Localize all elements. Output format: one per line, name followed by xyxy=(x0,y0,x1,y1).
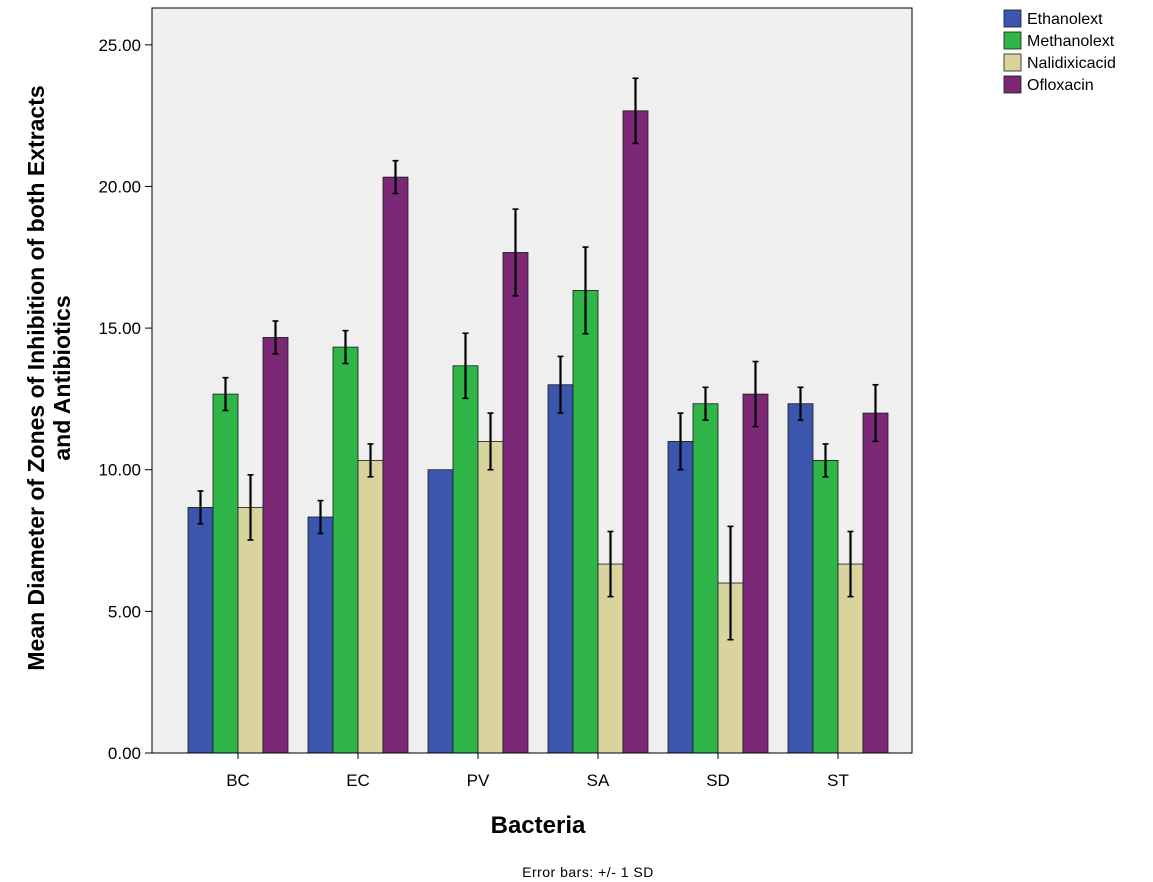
bar-PV-Ofloxacin xyxy=(502,252,529,754)
bar-SD-Ethanolext xyxy=(667,441,694,754)
bar-EC-Nalidixicacid xyxy=(357,459,384,754)
x-tick-label-PV: PV xyxy=(467,771,490,790)
bar-SA-Methanolext xyxy=(572,290,599,754)
y-tick-label-25.00: 25.00 xyxy=(98,36,141,55)
legend: Ethanolext Methanolext Nalidixicacid Ofloxa… xyxy=(1003,9,1116,94)
bar-ST-Ofloxacin xyxy=(862,412,889,754)
legend-swatch-Nalidixicacid xyxy=(1003,53,1022,72)
bar-PV-Ethanolext xyxy=(427,469,454,754)
axes-layer: BC EC PV SA SD ST 0.00 5.00 10.00 15.00 20.00 25.00 xyxy=(98,36,848,790)
x-tick-label-ST: ST xyxy=(827,771,849,790)
y-tick-label-15.00: 15.00 xyxy=(98,319,141,338)
legend-swatch-Ethanolext xyxy=(1003,9,1022,28)
bar-ST-Methanolext xyxy=(812,459,839,754)
bar-EC-Ethanolext xyxy=(307,516,334,754)
legend-swatch-Methanolext xyxy=(1003,31,1022,50)
bar-BC-Methanolext xyxy=(212,393,239,754)
bar-SA-Ofloxacin xyxy=(622,110,649,754)
bar-SD-Methanolext xyxy=(692,403,719,754)
bar-BC-Nalidixicacid xyxy=(237,507,264,754)
legend-label-Methanolext: Methanolext xyxy=(1027,33,1115,50)
bar-BC-Ethanolext xyxy=(187,507,214,754)
error-bars-layer xyxy=(197,77,879,641)
legend-label-Ofloxacin: Ofloxacin xyxy=(1027,77,1094,94)
y-tick-label-0.00: 0.00 xyxy=(108,744,141,763)
legend-swatch-Ofloxacin xyxy=(1003,75,1022,94)
bar-BC-Ofloxacin xyxy=(262,337,289,754)
plot-frame xyxy=(151,7,913,754)
error-bars-note: Error bars: +/- 1 SD xyxy=(522,864,654,880)
x-tick-label-EC: EC xyxy=(346,771,370,790)
bars-layer xyxy=(187,110,889,754)
bar-EC-Methanolext xyxy=(332,346,359,754)
y-axis-title-line2: and Antibiotics xyxy=(49,295,75,460)
x-tick-label-SA: SA xyxy=(587,771,610,790)
x-axis-title: Bacteria xyxy=(491,812,586,839)
bar-EC-Ofloxacin xyxy=(382,176,409,754)
bar-PV-Nalidixicacid xyxy=(477,441,504,754)
legend-label-Ethanolext: Ethanolext xyxy=(1027,11,1103,28)
y-tick-label-20.00: 20.00 xyxy=(98,177,141,196)
y-tick-label-5.00: 5.00 xyxy=(108,602,141,621)
y-tick-label-10.00: 10.00 xyxy=(98,461,141,480)
bar-SA-Ethanolext xyxy=(547,384,574,754)
legend-label-Nalidixicacid: Nalidixicacid xyxy=(1027,55,1116,72)
x-tick-label-SD: SD xyxy=(706,771,730,790)
bar-ST-Ethanolext xyxy=(787,403,814,754)
bar-SD-Ofloxacin xyxy=(742,393,769,754)
y-axis-title-line1: Mean Diameter of Zones of Inhibition of … xyxy=(23,85,49,670)
bar-PV-Methanolext xyxy=(452,365,479,754)
x-tick-label-BC: BC xyxy=(226,771,250,790)
